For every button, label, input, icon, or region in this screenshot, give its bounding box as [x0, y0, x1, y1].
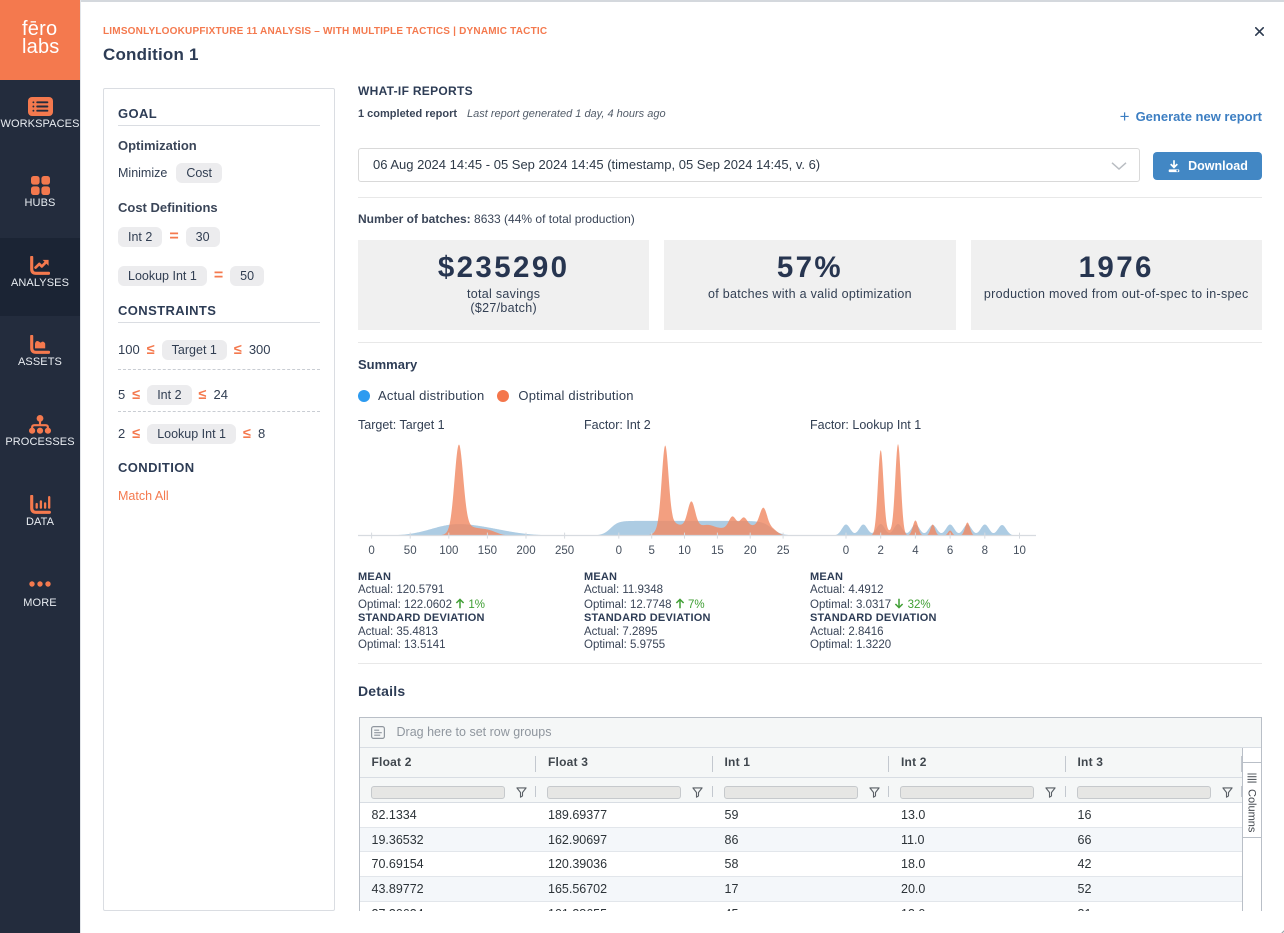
- svg-text:200: 200: [516, 545, 535, 557]
- svg-text:20: 20: [744, 545, 757, 557]
- svg-text:6: 6: [947, 545, 953, 557]
- svg-text:10: 10: [678, 545, 691, 557]
- svg-text:100: 100: [439, 545, 458, 557]
- svg-text:0: 0: [616, 545, 622, 557]
- svg-text:8: 8: [982, 545, 988, 557]
- svg-text:25: 25: [777, 545, 790, 557]
- svg-text:0: 0: [368, 545, 374, 557]
- svg-text:0: 0: [843, 545, 849, 557]
- svg-text:4: 4: [912, 545, 919, 557]
- svg-text:2: 2: [877, 545, 883, 557]
- svg-text:250: 250: [555, 545, 574, 557]
- svg-text:5: 5: [648, 545, 654, 557]
- svg-text:150: 150: [478, 545, 497, 557]
- svg-text:15: 15: [711, 545, 724, 557]
- svg-text:10: 10: [1013, 545, 1026, 557]
- svg-text:50: 50: [404, 545, 417, 557]
